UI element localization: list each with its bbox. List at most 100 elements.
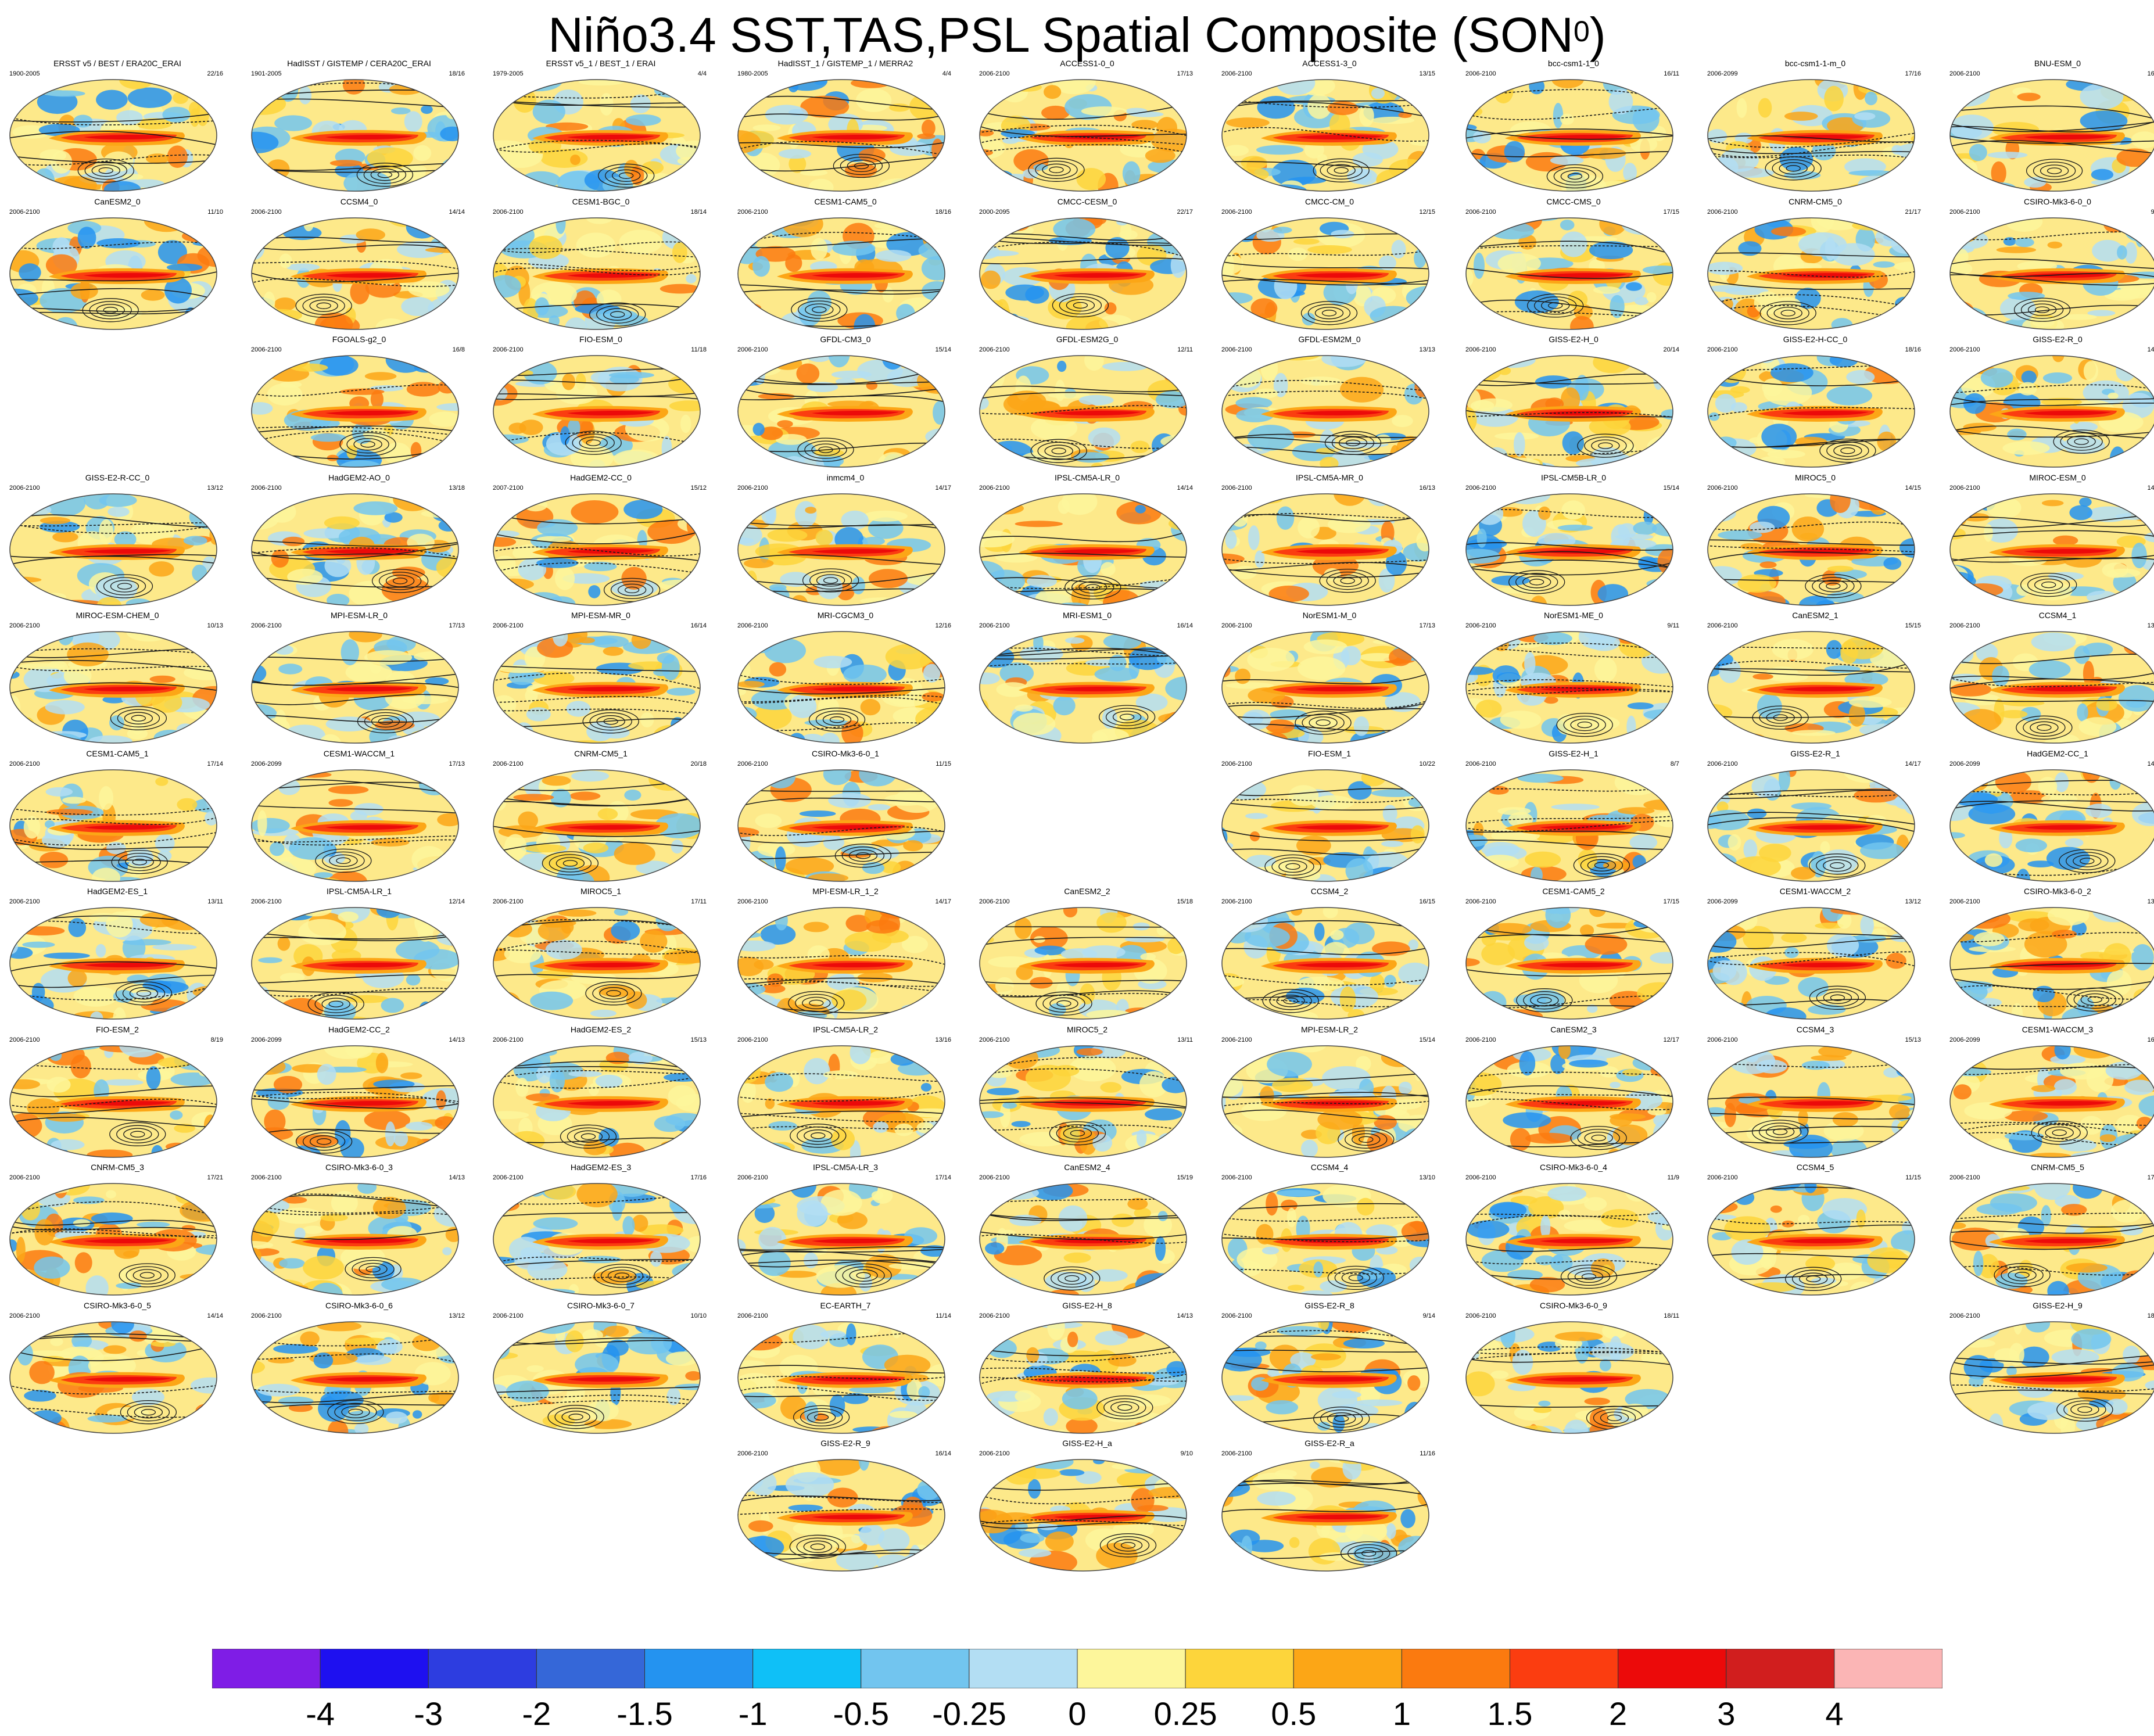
panel-years: 2007-2100 (493, 484, 524, 492)
panel-years: 2006-2099 (1707, 70, 1738, 78)
panel-count: 13/12 (2147, 898, 2154, 906)
panel-count: 16/14 (1177, 622, 1193, 630)
panel-title: ERSST v5_1 / BEST_1 / ERAI (487, 58, 715, 69)
panel-title: CESM1-BGC_0 (487, 196, 715, 207)
panel-years: 2006-2100 (251, 208, 282, 216)
panel-map (978, 492, 1188, 607)
panel-years: 2006-2100 (1949, 1312, 1980, 1320)
panel-count: 11/14 (936, 1312, 951, 1320)
panel-map (1220, 768, 1431, 883)
panel-map (1464, 354, 1675, 469)
panel-title: CCSM4_1 (1944, 610, 2154, 620)
panel-title: CESM1-CAM5_1 (3, 748, 231, 759)
panel-count: 15/14 (1419, 1036, 1435, 1044)
panel-title: IPSL-CM5A-LR_1 (245, 886, 473, 896)
panel-count: 17/13 (1419, 622, 1435, 630)
panel-count: 15/19 (1177, 1174, 1193, 1182)
panel-count: 13/11 (1177, 1036, 1193, 1044)
panel-count: 11/15 (1905, 1174, 1921, 1182)
panel-map (1220, 492, 1431, 607)
panel-map (8, 768, 218, 883)
panel-years: 2006-2100 (1707, 1174, 1738, 1182)
panel-count: 12/11 (1177, 346, 1193, 354)
panel-title: IPSL-CM5B-LR_0 (1460, 472, 1687, 483)
panel-count: 11/18 (691, 346, 707, 354)
panel-years: 2006-2100 (1465, 1036, 1496, 1044)
colorbar-tick-label: 0.5 (1271, 1695, 1316, 1733)
panel-map (1464, 1182, 1675, 1297)
panel-count: 18/11 (1664, 1312, 1679, 1320)
panel-count: 16/14 (690, 622, 707, 630)
panel-title: FIO-ESM_1 (1216, 748, 1443, 759)
panel-years: 2000-2095 (979, 208, 1010, 216)
panel-map (1948, 1320, 2154, 1435)
panel-count: 16/8 (453, 346, 465, 354)
panel-map (250, 1182, 460, 1297)
map-panel: CCSM4_5 2006-2100 11/15 (1701, 1162, 1929, 1301)
panel-map (492, 492, 702, 607)
panel-map (736, 1320, 947, 1435)
panel-count: 14/14 (449, 208, 465, 216)
panel-count: 15/14 (1663, 484, 1679, 492)
panel-years: 2006-2100 (251, 1174, 282, 1182)
panel-title: CCSM4_3 (1701, 1024, 1929, 1035)
panel-map (1948, 906, 2154, 1021)
panel-map (250, 354, 460, 469)
panel-count: 14/13 (449, 1036, 465, 1044)
panel-map (1464, 768, 1675, 883)
panel-years: 2006-2100 (737, 1312, 768, 1320)
panel-map (250, 1320, 460, 1435)
panel-map (736, 216, 947, 331)
panel-map (1706, 906, 1916, 1021)
panel-title: GISS-E2-H-CC_0 (1701, 334, 1929, 345)
panel-count: 15/13 (690, 1036, 707, 1044)
colorbar-swatch (212, 1649, 320, 1688)
panel-years: 2006-2100 (1707, 484, 1738, 492)
colorbar-tick-label: -0.5 (833, 1695, 890, 1733)
panel-years: 2006-2100 (251, 484, 282, 492)
panel-count: 14/17 (935, 898, 951, 906)
panel-map (8, 1320, 218, 1435)
panel-title: MPI-ESM-MR_0 (487, 610, 715, 620)
panel-count: 13/12 (449, 1312, 465, 1320)
panel-title: HadGEM2-ES_1 (3, 886, 231, 896)
panel-years: 2006-2100 (1707, 1036, 1738, 1044)
panel-map (978, 1182, 1188, 1297)
colorbar-tick-label: -0.25 (932, 1695, 1006, 1733)
panel-map (250, 216, 460, 331)
colorbar-tick-label: -3 (414, 1695, 443, 1733)
panel-years: 2006-2100 (9, 1312, 40, 1320)
panel-title: GISS-E2-R_1 (1701, 748, 1929, 759)
panel-years: 1979-2005 (493, 70, 524, 78)
panel-title: CanESM2_4 (973, 1162, 1201, 1172)
panel-years: 2006-2100 (1949, 208, 1980, 216)
panel-count: 17/21 (207, 1174, 223, 1182)
panel-map (1464, 78, 1675, 193)
panel-title: MIROC5_0 (1701, 472, 1929, 483)
colorbar-tick-label: -1.5 (617, 1695, 673, 1733)
panel-title: CCSM4_5 (1701, 1162, 1929, 1172)
panel-count: 16/13 (1419, 484, 1435, 492)
panel-map (978, 906, 1188, 1021)
panel-map (8, 78, 218, 193)
panel-years: 2006-2100 (1221, 1450, 1252, 1458)
panel-map (978, 1458, 1188, 1573)
panel-years: 2006-2100 (737, 484, 768, 492)
panel-map (1220, 354, 1431, 469)
panel-title: bcc-csm1-1_0 (1460, 58, 1687, 69)
